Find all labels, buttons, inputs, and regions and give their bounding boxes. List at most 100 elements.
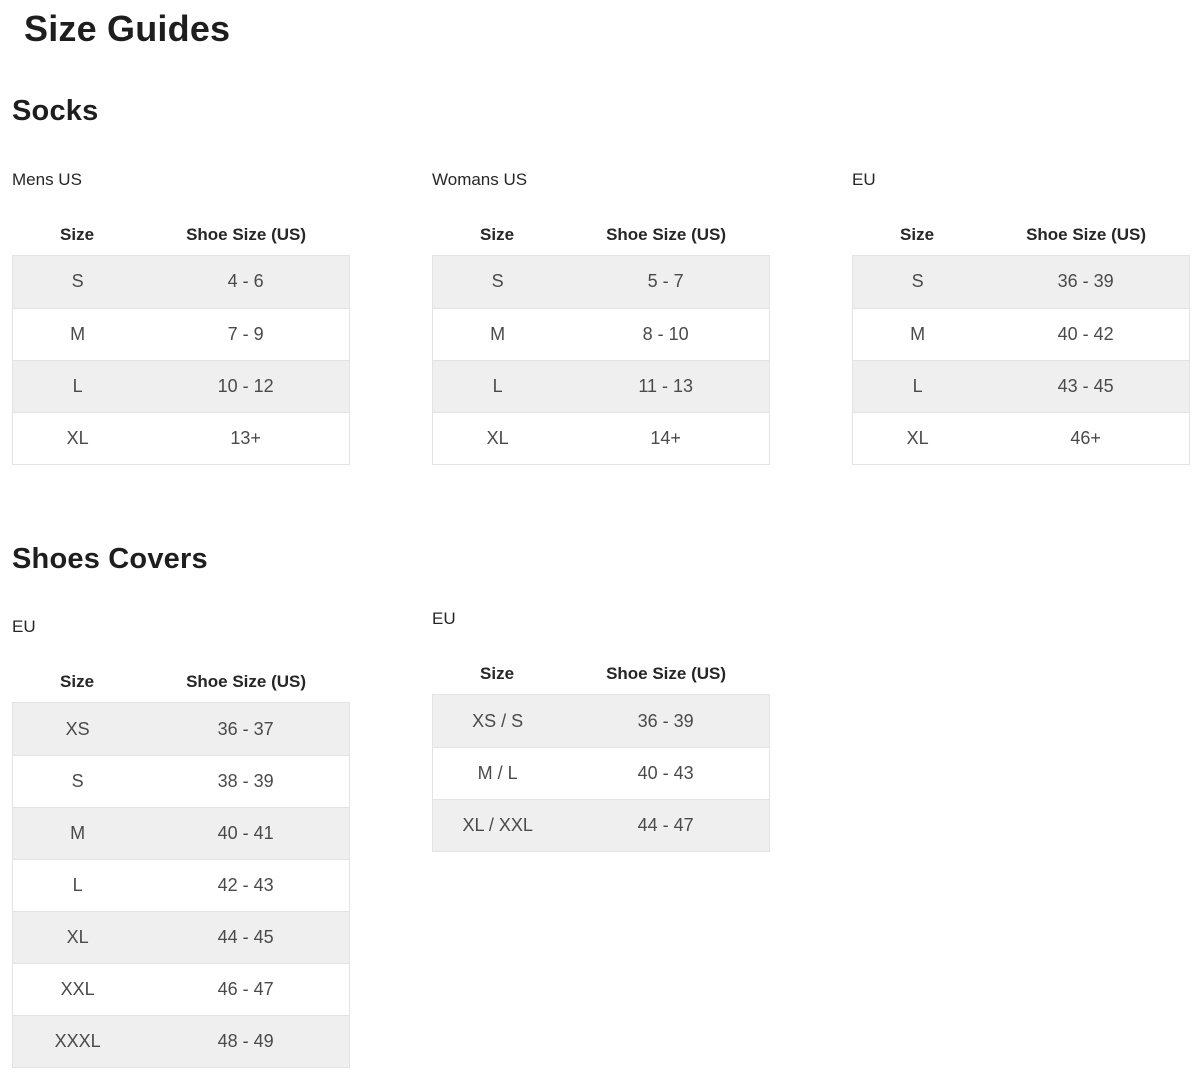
- table-region-label: Womans US: [432, 169, 528, 189]
- shoe-size-cell: 14+: [650, 427, 681, 448]
- table-row: M 40 - 41: [13, 807, 349, 860]
- shoe-size-cell: 44 - 45: [217, 927, 274, 948]
- size-cell: XXXL: [54, 1031, 101, 1052]
- table-row: M / L 40 - 43: [433, 747, 769, 800]
- column-header-shoe-size: Shoe Size (US): [1026, 224, 1147, 244]
- size-cell: L: [912, 375, 923, 396]
- column-header-size: Size: [60, 224, 95, 244]
- table-header-row: Size Shoe Size (US): [432, 654, 770, 694]
- size-cell: XS / S: [472, 710, 524, 731]
- size-cell: XXL: [60, 979, 95, 1000]
- table-region-label: Mens US: [12, 169, 82, 189]
- shoe-size-cell: 11 - 13: [638, 375, 694, 396]
- table-row: XXXL 48 - 49: [13, 1015, 349, 1068]
- table-row: XL 13+: [13, 411, 349, 464]
- size-cell: S: [491, 271, 504, 292]
- table-row: M 8 - 10: [433, 307, 769, 360]
- shoe-size-cell: 40 - 41: [217, 823, 274, 844]
- shoe-size-cell: 46 - 47: [217, 979, 274, 1000]
- column-header-shoe-size: Shoe Size (US): [186, 224, 307, 244]
- column-header-shoe-size: Shoe Size (US): [186, 672, 307, 692]
- shoe-size-cell: 36 - 39: [637, 710, 694, 731]
- column-header-size: Size: [900, 224, 935, 244]
- shoe-size-cell: 5 - 7: [647, 271, 684, 292]
- size-table-group: Mens US Size Shoe Size (US) S 4 - 6 M 7 …: [12, 129, 350, 465]
- size-cell: XL: [66, 427, 89, 448]
- table-row: S 4 - 6: [13, 255, 349, 308]
- shoe-size-cell: 10 - 12: [217, 375, 274, 396]
- table-row: S 38 - 39: [13, 755, 349, 808]
- size-cell: M: [910, 323, 926, 344]
- table-row: XL 14+: [433, 411, 769, 464]
- size-table-group: EU Size Shoe Size (US) XS 36 - 37 S 38 -…: [12, 576, 350, 1069]
- size-cell: XL: [486, 427, 509, 448]
- table-body: S 5 - 7 M 8 - 10 L 11 - 13 XL 14+: [432, 254, 770, 465]
- size-cell: XL / XXL: [462, 815, 533, 836]
- table-row: XS / S 36 - 39: [433, 695, 769, 748]
- shoe-size-cell: 36 - 39: [1057, 271, 1114, 292]
- size-table-group: EU Size Shoe Size (US) S 36 - 39 M 40 - …: [852, 129, 1190, 465]
- column-header-size: Size: [60, 672, 95, 692]
- shoe-size-cell: 42 - 43: [217, 875, 274, 896]
- shoe-size-cell: 36 - 37: [217, 718, 274, 739]
- shoe-size-cell: 48 - 49: [217, 1031, 274, 1052]
- column-header-size: Size: [480, 224, 515, 244]
- size-cell: M: [490, 323, 506, 344]
- shoe-size-cell: 13+: [230, 427, 261, 448]
- size-table-group: EU Size Shoe Size (US) XS / S 36 - 39 M …: [432, 576, 770, 1068]
- table-row: M 7 - 9: [13, 307, 349, 360]
- size-cell: XS: [65, 718, 90, 739]
- shoe-size-cell: 40 - 42: [1057, 323, 1114, 344]
- section-tables: EU Size Shoe Size (US) XS 36 - 37 S 38 -…: [0, 576, 1200, 1069]
- section-title: Shoes Covers: [12, 542, 208, 575]
- column-header-size: Size: [480, 664, 515, 684]
- section-title: Socks: [12, 95, 99, 128]
- table-row: XXL 46 - 47: [13, 963, 349, 1016]
- table-header-row: Size Shoe Size (US): [432, 215, 770, 255]
- size-guide-section: Socks Mens US Size Shoe Size (US) S 4 - …: [0, 95, 1200, 465]
- table-row: S 5 - 7: [433, 255, 769, 308]
- size-cell: M / L: [477, 763, 518, 784]
- table-row: XL 46+: [853, 411, 1189, 464]
- table-body: S 36 - 39 M 40 - 42 L 43 - 45 XL 46+: [852, 254, 1190, 465]
- table-row: L 11 - 13: [433, 359, 769, 412]
- shoe-size-cell: 38 - 39: [217, 771, 274, 792]
- size-guide-section: Shoes Covers EU Size Shoe Size (US) XS 3…: [0, 542, 1200, 1069]
- table-row: L 43 - 45: [853, 359, 1189, 412]
- size-cell: L: [72, 875, 83, 896]
- size-cell: S: [71, 771, 84, 792]
- table-region-label: EU: [852, 169, 876, 189]
- section-tables: Mens US Size Shoe Size (US) S 4 - 6 M 7 …: [0, 129, 1200, 465]
- column-header-shoe-size: Shoe Size (US): [606, 664, 727, 684]
- table-body: XS / S 36 - 39 M / L 40 - 43 XL / XXL 44…: [432, 694, 770, 853]
- table-row: S 36 - 39: [853, 255, 1189, 308]
- size-table-group: Womans US Size Shoe Size (US) S 5 - 7 M …: [432, 129, 770, 465]
- column-header-shoe-size: Shoe Size (US): [606, 224, 727, 244]
- shoe-size-cell: 8 - 10: [642, 323, 689, 344]
- shoe-size-cell: 43 - 45: [1057, 375, 1114, 396]
- shoe-size-cell: 4 - 6: [227, 271, 264, 292]
- size-cell: XL: [66, 927, 89, 948]
- shoe-size-cell: 40 - 43: [637, 763, 694, 784]
- table-header-row: Size Shoe Size (US): [852, 215, 1190, 255]
- size-guides-content: Socks Mens US Size Shoe Size (US) S 4 - …: [0, 95, 1200, 1069]
- table-region-label: EU: [12, 617, 36, 637]
- size-cell: M: [70, 823, 86, 844]
- shoe-size-cell: 46+: [1070, 427, 1101, 448]
- size-cell: L: [72, 375, 83, 396]
- size-cell: M: [70, 323, 86, 344]
- table-row: XL / XXL 44 - 47: [433, 799, 769, 852]
- table-row: M 40 - 42: [853, 307, 1189, 360]
- table-row: XL 44 - 45: [13, 911, 349, 964]
- table-header-row: Size Shoe Size (US): [12, 662, 350, 702]
- table-row: XS 36 - 37: [13, 703, 349, 756]
- size-cell: L: [492, 375, 503, 396]
- page-title: Size Guides: [24, 8, 231, 49]
- size-cell: S: [71, 271, 84, 292]
- size-cell: S: [911, 271, 924, 292]
- shoe-size-cell: 44 - 47: [637, 815, 694, 836]
- table-row: L 10 - 12: [13, 359, 349, 412]
- table-body: XS 36 - 37 S 38 - 39 M 40 - 41 L 42 - 43…: [12, 702, 350, 1069]
- table-body: S 4 - 6 M 7 - 9 L 10 - 12 XL 13+: [12, 254, 350, 465]
- table-region-label: EU: [432, 609, 456, 629]
